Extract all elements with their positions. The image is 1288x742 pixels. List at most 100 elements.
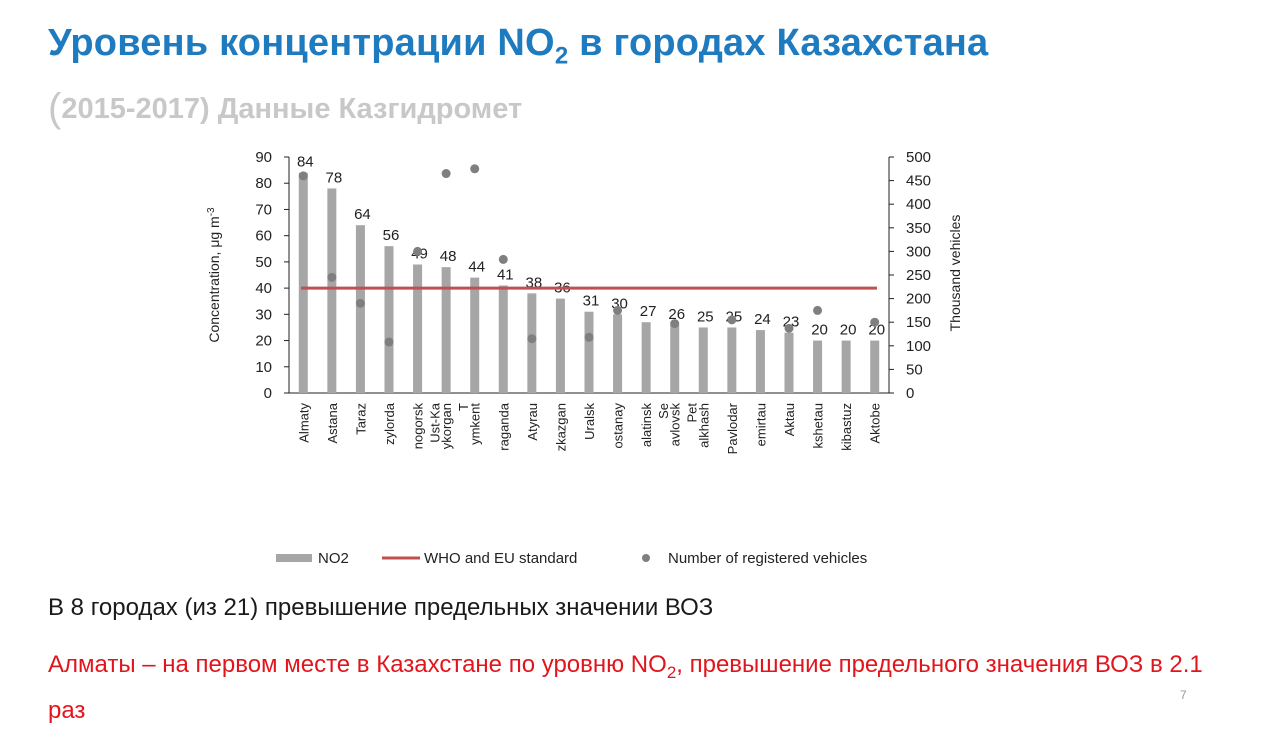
no2-bar [670,324,680,393]
no2-bar [298,172,308,393]
page-number: 7 [1180,688,1187,702]
no2-data-label: 56 [383,227,400,244]
vehicle-point [584,332,594,342]
x-category-label: zylorda [382,402,397,445]
x-category-label: zkazgan [553,403,568,451]
no2-data-label: 31 [583,293,600,310]
x-category-label: Aktau [782,403,797,436]
no2-data-label: 27 [640,303,657,320]
y2-tick-label: 150 [906,314,931,331]
vehicle-point [470,164,480,174]
no2-bar [841,340,851,393]
x-category-label: Almaty [296,403,311,443]
x-category-label: alatinsk [639,403,654,448]
note-almaty-part2: , превышение предельного значения ВОЗ в … [48,651,1203,724]
x-category-label: alkhash [696,403,711,448]
title-main: Уровень концентрации NO [48,22,555,64]
y2-tick-label: 50 [906,361,923,378]
vehicle-point [613,305,623,315]
y2-tick-label: 100 [906,338,931,355]
y-axis-title-superscript: -3 [206,207,217,216]
y-tick-label: 40 [255,280,272,297]
legend-no2-label: NO2 [318,550,349,567]
x-category-label: ykorgan [439,403,454,449]
no2-bar [384,246,394,393]
x-category-label: Atyrau [525,403,540,441]
no2-bar [727,327,737,393]
no2-bar [698,327,708,393]
no2-data-label: 78 [326,169,343,186]
vehicle-point [527,334,537,344]
slide-subtitle: (2015-2017) Данные Казгидромет [48,86,522,131]
no2-bar [470,277,480,393]
x-category-label-line2: Se [656,403,671,419]
y2-tick-label: 400 [906,196,931,213]
vehicle-point [727,315,737,325]
no2-bar [755,330,765,393]
x-category-label: raganda [496,402,511,450]
y-tick-label: 10 [255,359,272,376]
title-rest: в городах Казахстана [568,22,989,64]
x-category-label: nogorsk [411,403,426,450]
note-almaty-part1: Алматы – на первом месте в Казахстане по… [48,651,667,678]
y2-tick-label: 0 [906,385,914,402]
subtitle-text: 2015-2017) Данные Казгидромет [61,93,523,125]
note-almaty: Алматы – на первом месте в Казахстане по… [48,646,1208,730]
x-category-label: ymkent [468,403,483,445]
vehicle-point [670,319,680,329]
y-tick-label: 30 [255,306,272,323]
no2-bar [327,188,337,393]
note-almaty-subscript: 2 [666,662,677,682]
no2-bar [813,340,823,393]
y2-tick-label: 200 [906,291,931,308]
y-tick-label: 50 [255,254,272,271]
slide-title: Уровень концентрации NO2 в городах Казах… [48,22,988,71]
y-tick-label: 0 [264,385,272,402]
no2-bar [613,314,623,393]
x-category-label: Taraz [353,403,368,435]
vehicle-point [298,171,308,181]
y2-axis-title: Thousand vehicles [947,215,963,332]
no2-bar [784,332,794,393]
vehicle-point [870,317,880,327]
x-category-label: Astana [325,402,340,443]
no2-data-label: 44 [468,259,485,276]
no2-data-label: 41 [497,266,514,283]
x-category-label: ostanay [611,403,626,449]
no2-bar [584,311,594,393]
x-category-label: Aktobe [868,403,883,443]
no2-data-label: 48 [440,248,457,265]
note-exceedance: В 8 городах (из 21) превышение предельны… [48,594,714,621]
x-category-label: Pavlodar [725,402,740,454]
vehicle-point [384,337,394,347]
x-category-label-line2: T [456,403,471,411]
legend-vehicles-label: Number of registered vehicles [668,550,867,567]
no2-data-label: 24 [754,311,771,328]
no2-chart: 0 10 20 30 40 50 60 70 80 90 0 50 100 150 200 250 300 350… [206,149,963,567]
no2-bar [355,225,365,393]
x-category-label: emirtau [753,403,768,446]
y-tick-label: 90 [255,149,272,166]
vehicle-point [784,323,794,333]
x-category-label: avlovsk [668,403,683,447]
vehicle-point [813,305,823,315]
no2-bar [413,264,423,393]
y-tick-label: 20 [255,333,272,350]
x-category-label: kshetau [811,403,826,449]
vehicle-point [413,246,423,256]
y-tick-label: 70 [255,201,272,218]
no2-data-label: 64 [354,206,371,223]
subtitle-paren: ( [48,86,62,130]
no2-bar [870,340,880,393]
legend-vehicles-swatch [642,554,650,562]
y-tick-label: 80 [255,175,272,192]
legend-who-label: WHO and EU standard [424,550,577,567]
vehicle-point [355,298,365,308]
y-axis-title: Concentration, μg m-3 [206,207,222,343]
no2-data-label: 84 [297,154,314,171]
no2-data-label: 20 [840,322,857,339]
no2-bar [641,322,651,393]
no2-bar [441,267,451,393]
title-subscript: 2 [554,42,569,70]
y2-tick-label: 250 [906,267,931,284]
